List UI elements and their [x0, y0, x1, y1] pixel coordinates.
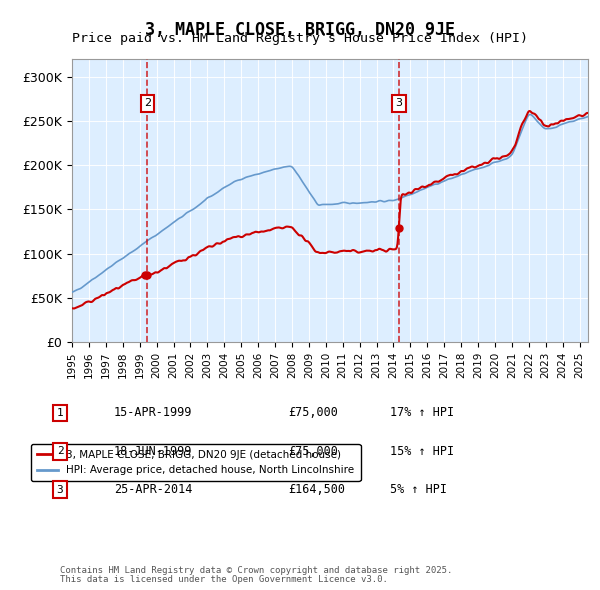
Text: 15% ↑ HPI: 15% ↑ HPI: [390, 445, 454, 458]
Text: 5% ↑ HPI: 5% ↑ HPI: [390, 483, 447, 496]
Text: Price paid vs. HM Land Registry's House Price Index (HPI): Price paid vs. HM Land Registry's House …: [72, 32, 528, 45]
Text: 3, MAPLE CLOSE, BRIGG, DN20 9JE: 3, MAPLE CLOSE, BRIGG, DN20 9JE: [145, 21, 455, 39]
Text: 3: 3: [56, 485, 64, 494]
Text: Contains HM Land Registry data © Crown copyright and database right 2025.: Contains HM Land Registry data © Crown c…: [60, 566, 452, 575]
Text: 2: 2: [56, 447, 64, 456]
Text: £75,000: £75,000: [288, 445, 338, 458]
Text: 3: 3: [395, 99, 403, 108]
Text: 2: 2: [144, 99, 151, 108]
Text: 18-JUN-1999: 18-JUN-1999: [114, 445, 193, 458]
Text: 15-APR-1999: 15-APR-1999: [114, 407, 193, 419]
Text: £164,500: £164,500: [288, 483, 345, 496]
Text: 17% ↑ HPI: 17% ↑ HPI: [390, 407, 454, 419]
Text: This data is licensed under the Open Government Licence v3.0.: This data is licensed under the Open Gov…: [60, 575, 388, 584]
Text: £75,000: £75,000: [288, 407, 338, 419]
Text: 1: 1: [56, 408, 64, 418]
Legend: 3, MAPLE CLOSE, BRIGG, DN20 9JE (detached house), HPI: Average price, detached h: 3, MAPLE CLOSE, BRIGG, DN20 9JE (detache…: [31, 444, 361, 481]
Text: 25-APR-2014: 25-APR-2014: [114, 483, 193, 496]
